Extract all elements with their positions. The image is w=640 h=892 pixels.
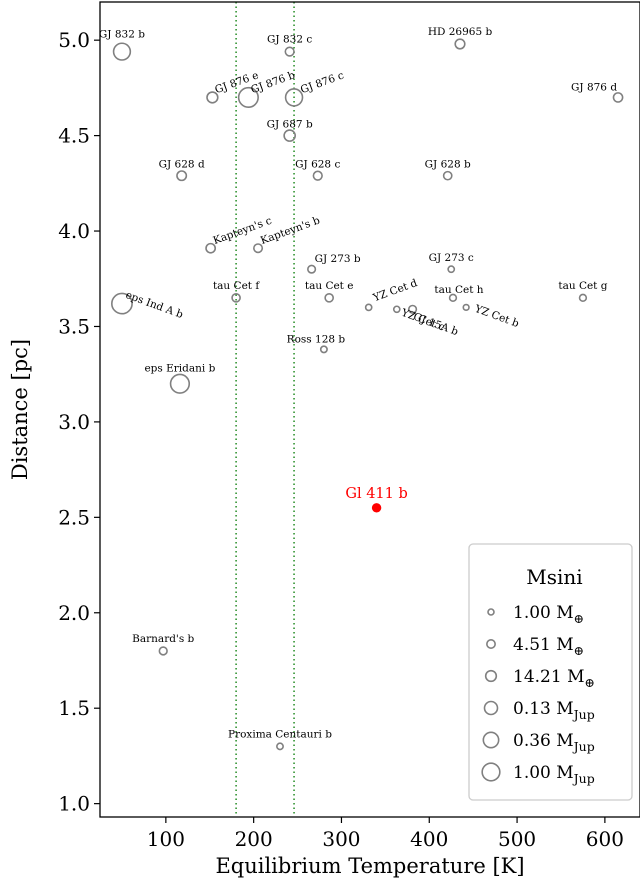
axes: 100 200 300 400 500 600 1.0 1.5 2.0 2.5 3.0 3.5 4.0 4… [58,1,640,851]
y-tick-label: 4.5 [58,124,90,148]
planet-label: GJ 15A b [412,311,460,338]
planet-marker [442,170,453,181]
planet-marker [307,264,317,274]
y-tick-label: 1.0 [58,792,90,816]
planet-label: GJ 628 b [425,159,471,171]
planet-marker [578,293,588,303]
planet-marker [206,91,219,104]
planet-marker [319,345,328,354]
highlight-marker [371,503,382,513]
data-points [111,38,624,751]
planet-marker [312,170,323,181]
planet-marker [284,46,295,57]
y-tick-label: 2.0 [58,601,90,625]
planet-label: GJ 273 c [429,252,474,264]
legend-entry-label: 4.51 M⊕ [513,635,584,658]
planet-marker [237,86,259,109]
legend-title: Msini [526,565,582,589]
planet-label: GJ 832 c [267,34,312,46]
planet-label: Barnard's b [132,633,194,645]
planet-marker [324,293,334,303]
legend-marker [486,639,496,649]
y-tick-label: 4.0 [58,219,90,243]
planet-marker [176,170,188,182]
y-axis-label: Distance [pc] [8,339,32,480]
planet-label: tau Cet h [434,284,483,296]
planet-label: GJ 273 b [315,253,361,265]
legend-marker [487,608,495,616]
planet-marker [276,742,284,751]
y-tick-label: 3.5 [58,314,90,338]
planet-label: GJ 876 c [299,69,346,96]
x-tick-label: 600 [586,827,624,851]
planet-label: YZ Cet b [472,303,521,330]
planet-label: GJ 876 d [571,81,617,93]
legend-box [468,543,633,801]
planet-marker [612,92,624,103]
planet-marker [454,38,466,50]
planet-label: tau Cet e [305,280,354,292]
legend-marker [484,669,498,683]
planet-marker [169,373,191,394]
planet-marker [111,292,133,315]
planet-marker [447,265,456,274]
legend-marker [482,731,500,749]
highlight-label: Gl 411 b [345,486,407,502]
planet-label: tau Cet f [213,280,260,292]
y-tick-label: 5.0 [58,28,90,52]
planet-marker [462,303,470,312]
planet-label: HD 26965 b [428,26,493,38]
planet-marker [253,243,264,254]
plot-frame [99,1,640,818]
planet-label: YZ Cet d [371,277,420,304]
planet-marker [284,88,304,107]
planet-marker [364,303,373,312]
planet-marker [205,242,217,254]
planet-label: GJ 628 d [159,159,205,171]
planet-label: GJ 687 b [267,119,313,131]
x-tick-label: 100 [147,827,185,851]
y-tick-label: 3.0 [58,410,90,434]
x-tick-label: 400 [410,827,448,851]
x-tick-label: 200 [235,827,273,851]
legend-entry-label: 14.21 M⊕ [513,667,595,690]
planet-label: eps Ind A b [124,289,185,321]
planet-label: GJ 832 b [99,29,145,41]
legend-entry-label: 1.00 M⊕ [513,603,584,626]
planet-marker [283,129,296,142]
planet-marker [392,305,401,314]
planet-marker [158,646,168,656]
planet-marker [407,304,418,314]
planet-marker [112,42,132,61]
x-tick-label: 500 [498,827,536,851]
highlight-point: Gl 411 b [345,486,408,513]
planet-label: Proxima Centauri b [228,728,332,740]
planet-label: GJ 628 c [295,159,340,171]
y-tick-label: 2.5 [58,505,90,529]
planet-label: eps Eridani b [144,363,215,375]
x-axis-label: Equilibrium Temperature [K] [215,854,524,878]
planet-marker [448,293,458,303]
planet-label: Ross 128 b [287,333,346,345]
planet-marker [231,293,241,303]
y-tick-label: 1.5 [58,696,90,720]
x-tick-label: 300 [322,827,360,851]
legend-marker [483,700,499,716]
planet-label: tau Cet g [558,280,607,292]
legend-marker [481,762,501,782]
